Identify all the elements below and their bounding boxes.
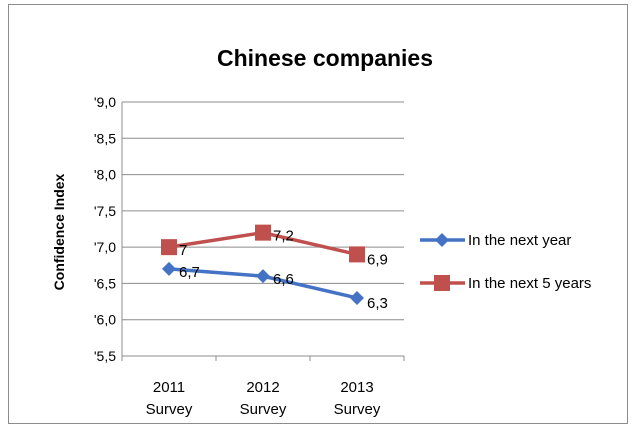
y-tick-label: '6,5 bbox=[94, 275, 116, 291]
data-point bbox=[162, 261, 176, 276]
legend: In the next year In the next 5 years bbox=[420, 232, 591, 292]
series-2: 7 7,2 6,9 bbox=[161, 224, 388, 268]
axes: '5,5 '6,0 '6,5 '7,0 '7,5 '8,0 '8,5 '9,0 2011 Surv… bbox=[94, 94, 405, 418]
legend-label: In the next year bbox=[468, 232, 571, 249]
y-tick-label: '5,5 bbox=[94, 348, 116, 364]
x-tick-label: 2012 bbox=[246, 379, 279, 396]
chart-frame bbox=[8, 4, 628, 424]
gridlines bbox=[122, 101, 404, 321]
data-point bbox=[256, 269, 270, 284]
series-1: 6,7 6,6 6,3 bbox=[162, 261, 388, 312]
x-tick-label: Survey bbox=[146, 401, 193, 418]
data-label: 6,7 bbox=[179, 264, 200, 281]
legend-item: In the next 5 years bbox=[420, 275, 591, 292]
legend-marker bbox=[435, 233, 449, 247]
chart-title: Chinese companies bbox=[217, 45, 433, 71]
legend-item: In the next year bbox=[420, 232, 571, 249]
data-point bbox=[350, 290, 364, 305]
data-label: 7 bbox=[179, 242, 187, 259]
x-tick-label: 2011 bbox=[153, 379, 185, 396]
y-tick-label: '9,0 bbox=[94, 94, 116, 110]
legend-marker bbox=[434, 275, 450, 291]
y-tick-label: '7,0 bbox=[94, 239, 116, 255]
x-tick-label: Survey bbox=[334, 401, 381, 418]
data-point bbox=[161, 239, 177, 256]
legend-label: In the next 5 years bbox=[468, 275, 591, 292]
y-tick-label: '6,0 bbox=[94, 312, 116, 328]
data-label: 6,6 bbox=[273, 271, 294, 288]
data-label: 7,2 bbox=[273, 228, 294, 245]
data-label: 6,3 bbox=[367, 295, 388, 312]
series-group: 6,7 6,6 6,3 7 7,2 6,9 bbox=[161, 224, 388, 312]
y-tick-label: '8,5 bbox=[94, 130, 116, 146]
data-point bbox=[255, 224, 271, 241]
x-tick-label: 2013 bbox=[340, 379, 373, 396]
x-tick-label: Survey bbox=[240, 401, 287, 418]
data-label: 6,9 bbox=[367, 251, 388, 268]
data-point bbox=[349, 246, 365, 263]
y-tick-label: '7,5 bbox=[94, 203, 116, 219]
y-tick-label: '8,0 bbox=[94, 167, 116, 183]
y-axis-label: Confidence Index bbox=[51, 173, 67, 290]
